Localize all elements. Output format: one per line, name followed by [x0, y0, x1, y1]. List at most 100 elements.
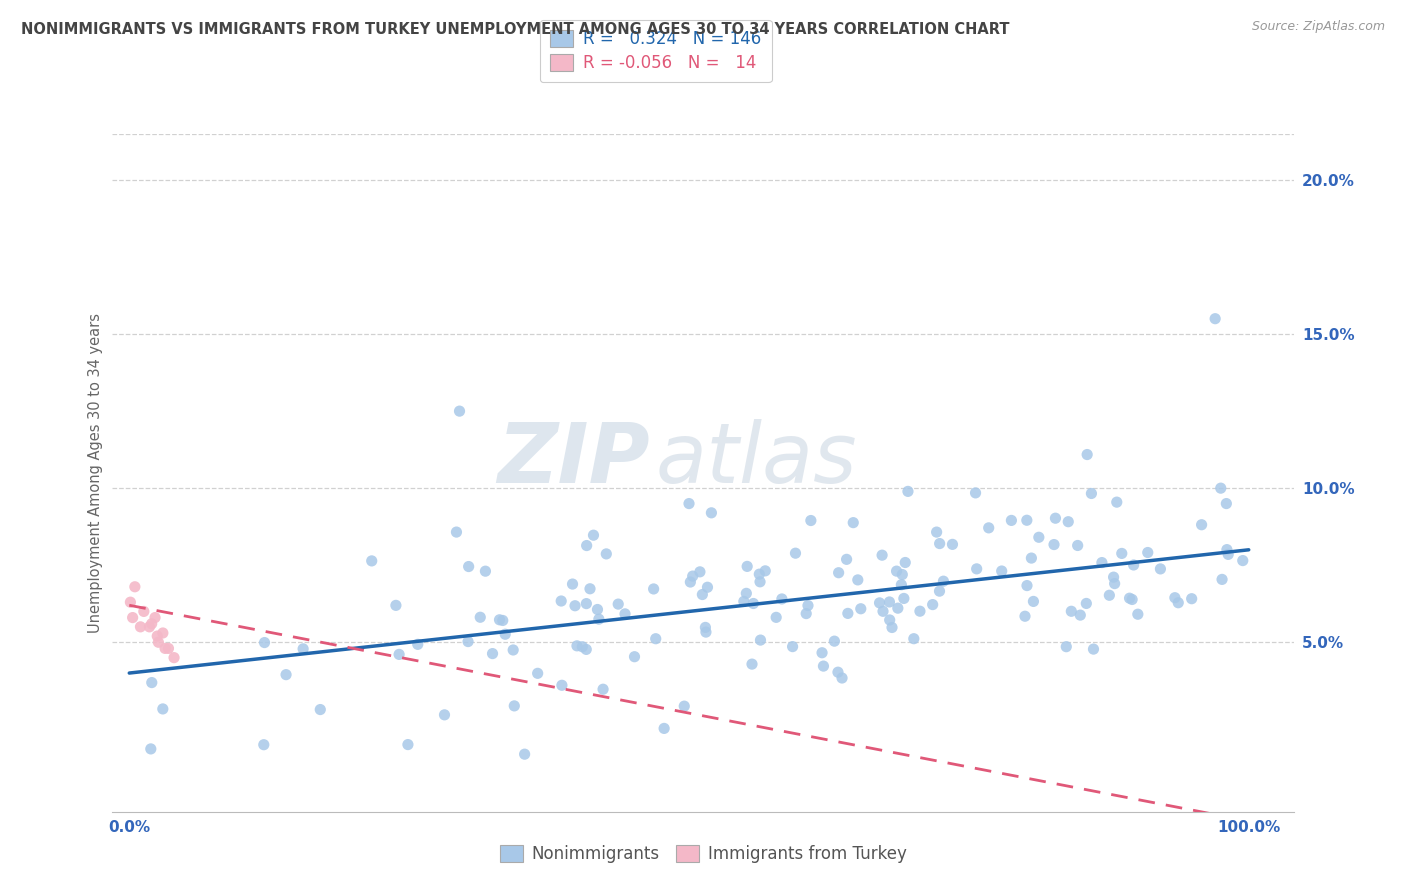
Point: [735, 586, 758, 600]
Point: [1080, 486, 1102, 500]
Point: [879, 595, 901, 609]
Point: [643, 582, 665, 596]
Point: [1022, 594, 1045, 608]
Point: [897, 484, 920, 499]
Point: [1211, 573, 1233, 587]
Point: [1111, 546, 1133, 560]
Point: [152, 702, 174, 716]
Point: [586, 602, 609, 616]
Point: [614, 607, 637, 621]
Point: [1000, 513, 1022, 527]
Point: [695, 620, 717, 634]
Point: [494, 627, 516, 641]
Point: [253, 635, 276, 649]
Point: [1215, 497, 1237, 511]
Point: [157, 641, 180, 656]
Point: [842, 516, 865, 530]
Point: [607, 597, 630, 611]
Point: [1014, 609, 1036, 624]
Point: [887, 601, 910, 615]
Text: NONIMMIGRANTS VS IMMIGRANTS FROM TURKEY UNEMPLOYMENT AMONG AGES 30 TO 34 YEARS C: NONIMMIGRANTS VS IMMIGRANTS FROM TURKEY …: [21, 22, 1010, 37]
Point: [513, 747, 536, 761]
Point: [575, 597, 598, 611]
Point: [1167, 596, 1189, 610]
Point: [673, 699, 696, 714]
Point: [966, 562, 988, 576]
Point: [132, 604, 155, 618]
Point: [869, 596, 891, 610]
Point: [565, 639, 588, 653]
Point: [765, 610, 787, 624]
Point: [588, 612, 610, 626]
Point: [831, 671, 853, 685]
Point: [1054, 640, 1077, 654]
Point: [894, 556, 917, 570]
Point: [644, 632, 666, 646]
Point: [782, 640, 804, 654]
Point: [138, 620, 160, 634]
Point: [689, 565, 711, 579]
Point: [879, 613, 901, 627]
Point: [148, 635, 170, 649]
Text: atlas: atlas: [655, 418, 858, 500]
Point: [700, 506, 723, 520]
Point: [1232, 553, 1254, 567]
Point: [741, 657, 763, 672]
Point: [813, 659, 835, 673]
Point: [1057, 515, 1080, 529]
Point: [990, 564, 1012, 578]
Point: [457, 634, 479, 648]
Point: [880, 620, 903, 634]
Point: [1015, 578, 1038, 592]
Point: [872, 604, 894, 618]
Point: [1076, 448, 1098, 462]
Point: [1118, 591, 1140, 606]
Point: [928, 584, 950, 599]
Point: [835, 552, 858, 566]
Point: [1083, 642, 1105, 657]
Point: [1218, 548, 1240, 562]
Point: [1069, 608, 1091, 623]
Point: [551, 678, 574, 692]
Point: [1098, 588, 1121, 602]
Point: [143, 610, 166, 624]
Point: [1091, 556, 1114, 570]
Point: [749, 633, 772, 648]
Point: [433, 707, 456, 722]
Point: [903, 632, 925, 646]
Point: [1181, 591, 1204, 606]
Point: [1149, 562, 1171, 576]
Point: [890, 578, 912, 592]
Point: [941, 537, 963, 551]
Point: [571, 640, 593, 654]
Point: [1043, 537, 1066, 551]
Point: [1021, 551, 1043, 566]
Point: [1060, 604, 1083, 618]
Point: [141, 616, 163, 631]
Point: [921, 598, 943, 612]
Point: [1028, 530, 1050, 544]
Point: [893, 591, 915, 606]
Point: [253, 738, 276, 752]
Point: [503, 698, 526, 713]
Point: [153, 641, 176, 656]
Point: [748, 567, 770, 582]
Point: [152, 626, 174, 640]
Point: [1204, 311, 1226, 326]
Point: [886, 564, 908, 578]
Point: [564, 599, 586, 613]
Point: [794, 607, 817, 621]
Legend: Nonimmigrants, Immigrants from Turkey: Nonimmigrants, Immigrants from Turkey: [491, 837, 915, 871]
Point: [292, 641, 315, 656]
Point: [785, 546, 807, 560]
Point: [595, 547, 617, 561]
Point: [575, 642, 598, 657]
Point: [754, 564, 776, 578]
Point: [592, 682, 614, 697]
Point: [977, 521, 1000, 535]
Point: [891, 567, 914, 582]
Point: [385, 599, 408, 613]
Point: [446, 524, 468, 539]
Point: [561, 577, 583, 591]
Point: [470, 610, 492, 624]
